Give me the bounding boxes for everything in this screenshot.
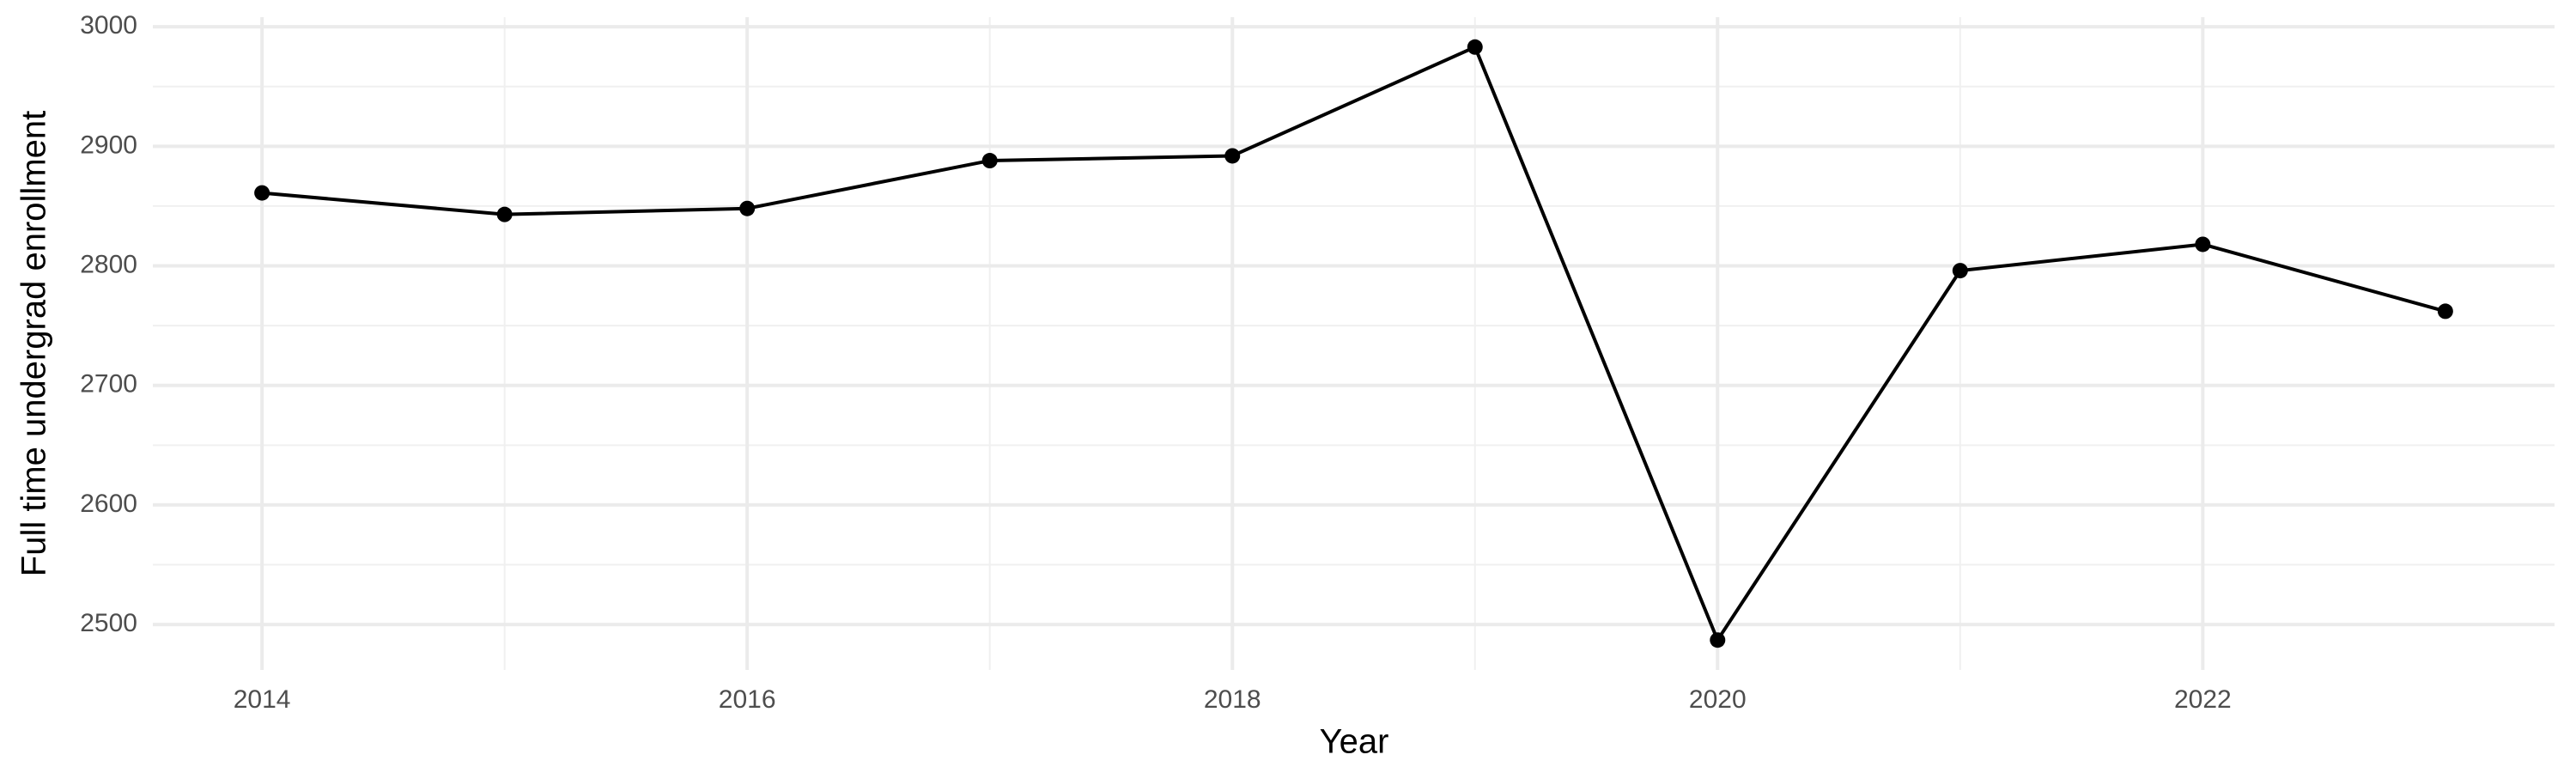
y-tick-label: 2800 [80,250,137,278]
y-tick-label: 2600 [80,490,137,518]
point [981,153,998,169]
point [1224,148,1241,164]
point [1710,632,1726,648]
x-tick-label: 2014 [234,685,291,714]
y-tick-label: 3000 [80,11,137,40]
point [1467,39,1483,55]
y-tick-label: 2500 [80,609,137,637]
y-tick-label: 2700 [80,370,137,399]
point [1952,263,1968,279]
x-tick-label: 2020 [1689,685,1747,714]
y-tick-label: 2900 [80,131,137,159]
line [261,45,2446,642]
x-tick-label: 2018 [1204,685,1261,714]
x-tick-label: 2022 [2174,685,2232,714]
point [2195,236,2211,253]
point [2437,303,2453,320]
x-tick-label: 2016 [719,685,776,714]
point [496,206,513,222]
point [254,185,270,201]
y-axis-title: Full time undergrad enrollment [15,111,53,576]
point [739,200,756,216]
x-axis-title: Year [1320,723,1389,761]
